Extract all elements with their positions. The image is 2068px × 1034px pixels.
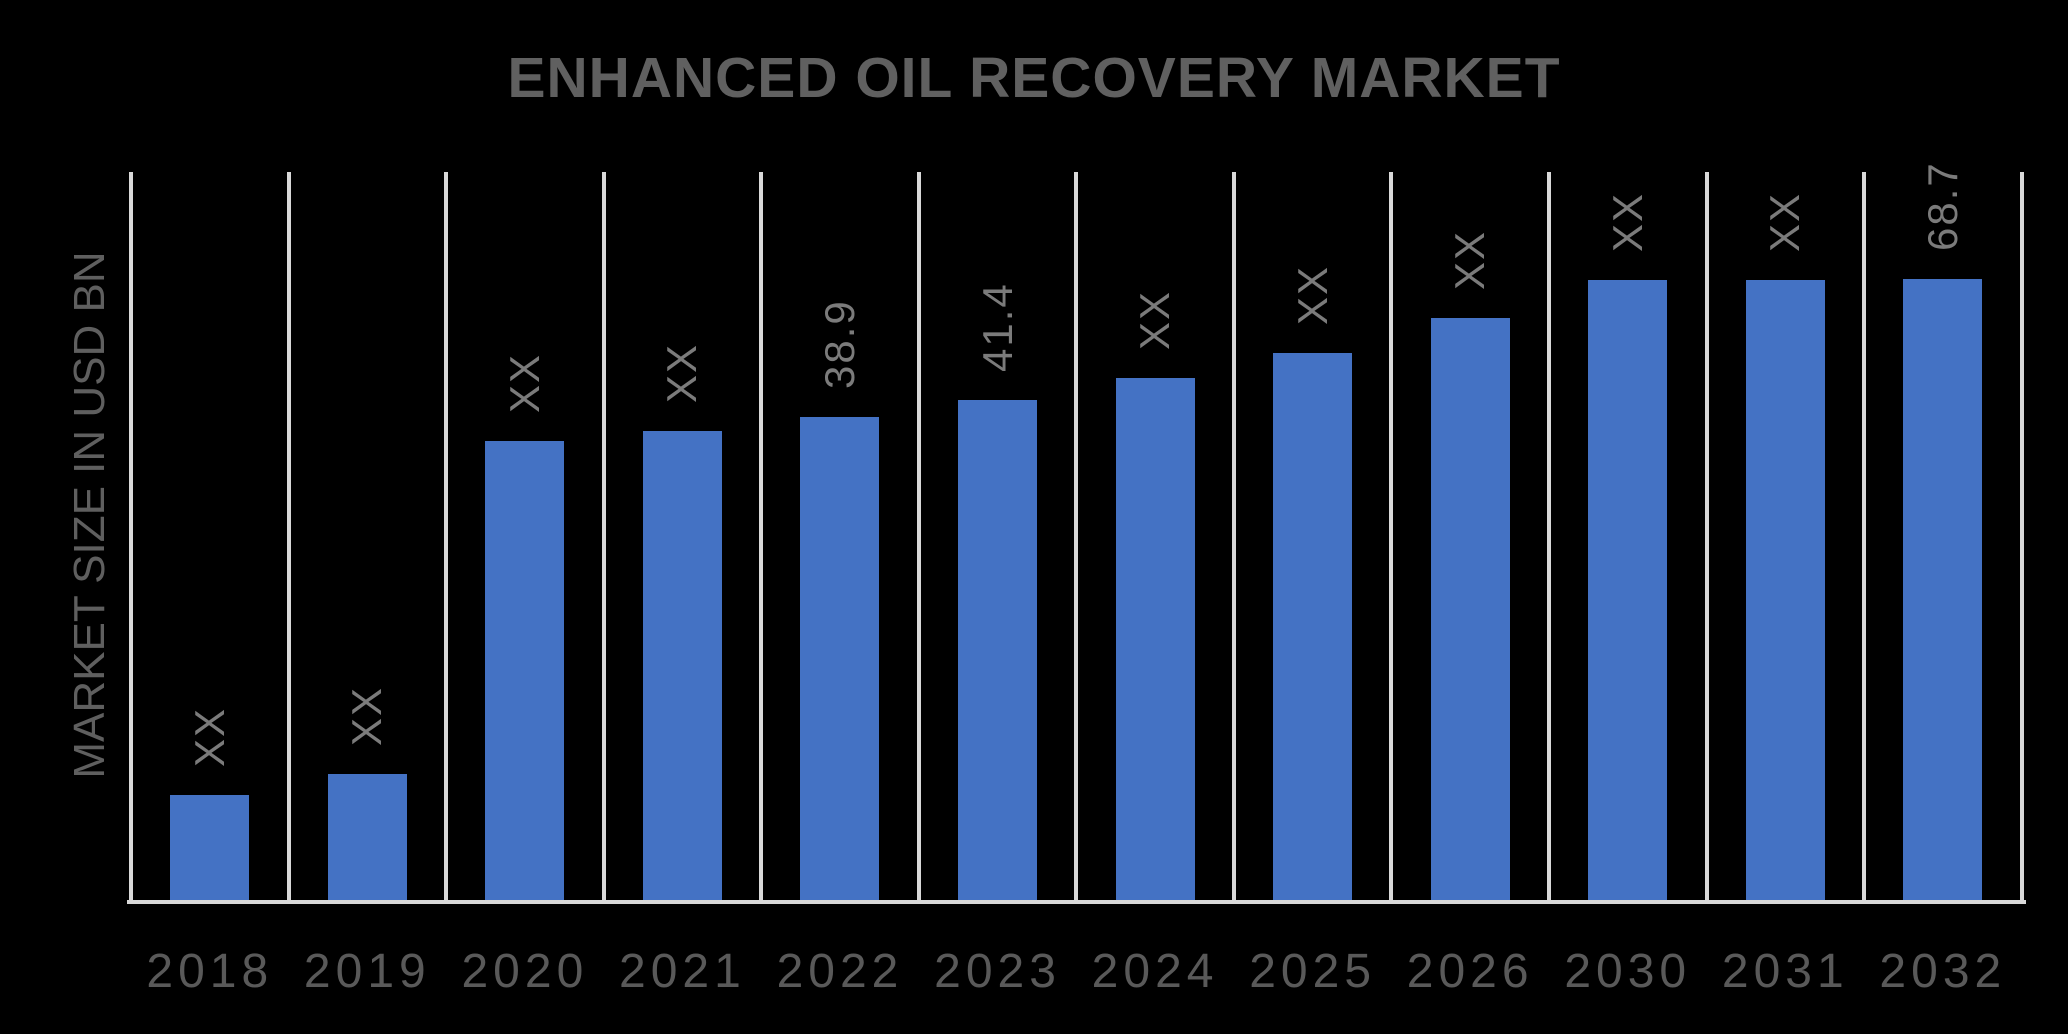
gridline xyxy=(1704,172,1709,904)
bar-value-label-2032: 68.7 xyxy=(1918,161,1966,251)
bar-2021 xyxy=(642,431,722,900)
bar-value-label-2026: XX xyxy=(1446,229,1494,290)
bar-2018 xyxy=(170,795,250,900)
gridline xyxy=(1389,172,1394,904)
bar-value-label-2019: XX xyxy=(343,685,391,746)
gridline xyxy=(129,172,133,904)
bar-2019 xyxy=(327,774,407,900)
gridline xyxy=(1074,172,1079,904)
bar-value-label-2020: XX xyxy=(500,352,548,413)
bar-2031 xyxy=(1745,280,1825,900)
x-axis-tick-2024: 2024 xyxy=(1091,945,1219,998)
bar-2023 xyxy=(958,400,1038,900)
chart-title: ENHANCED OIL RECOVERY MARKET xyxy=(507,46,1561,110)
x-axis-tick-2032: 2032 xyxy=(1879,945,2007,998)
bar-value-label-2024: XX xyxy=(1131,289,1179,350)
bar-2026 xyxy=(1430,318,1510,900)
x-axis-tick-2018: 2018 xyxy=(146,945,274,998)
bar-value-label-2023: 41.4 xyxy=(973,282,1021,372)
bar-2030 xyxy=(1588,280,1668,900)
x-axis-tick-2022: 2022 xyxy=(776,945,904,998)
x-axis-tick-2031: 2031 xyxy=(1721,945,1849,998)
gridline xyxy=(601,172,606,904)
bar-value-label-2030: XX xyxy=(1603,191,1651,252)
gridline xyxy=(444,172,449,904)
bar-value-label-2025: XX xyxy=(1288,264,1336,325)
x-axis-tick-2021: 2021 xyxy=(619,945,746,998)
y-axis-label: MARKET SIZE IN USD BN xyxy=(65,251,114,779)
x-axis-tick-2020: 2020 xyxy=(461,945,589,998)
bar-2025 xyxy=(1273,353,1353,900)
bar-value-label-2022: 38.9 xyxy=(815,299,863,389)
bar-value-label-2018: XX xyxy=(185,706,233,767)
gridline xyxy=(759,172,764,904)
x-axis-tick-2026: 2026 xyxy=(1406,945,1534,998)
gridline xyxy=(286,172,291,904)
gridline xyxy=(2019,172,2024,904)
bar-2024 xyxy=(1115,378,1195,900)
gridline xyxy=(1546,172,1551,904)
x-axis-tick-2025: 2025 xyxy=(1249,945,1377,998)
x-axis-tick-2030: 2030 xyxy=(1564,945,1692,998)
gridline xyxy=(1862,172,1867,904)
gridline xyxy=(916,172,921,904)
x-axis-tick-2023: 2023 xyxy=(934,945,1061,998)
gridline xyxy=(1231,172,1236,904)
x-axis-line xyxy=(127,900,2026,904)
bar-2020 xyxy=(485,441,565,900)
bar-2032 xyxy=(1903,279,1983,900)
x-axis-tick-2019: 2019 xyxy=(303,945,431,998)
bar-2022 xyxy=(800,417,880,900)
bar-value-label-2031: XX xyxy=(1761,191,1809,252)
bar-value-label-2021: XX xyxy=(658,342,706,403)
